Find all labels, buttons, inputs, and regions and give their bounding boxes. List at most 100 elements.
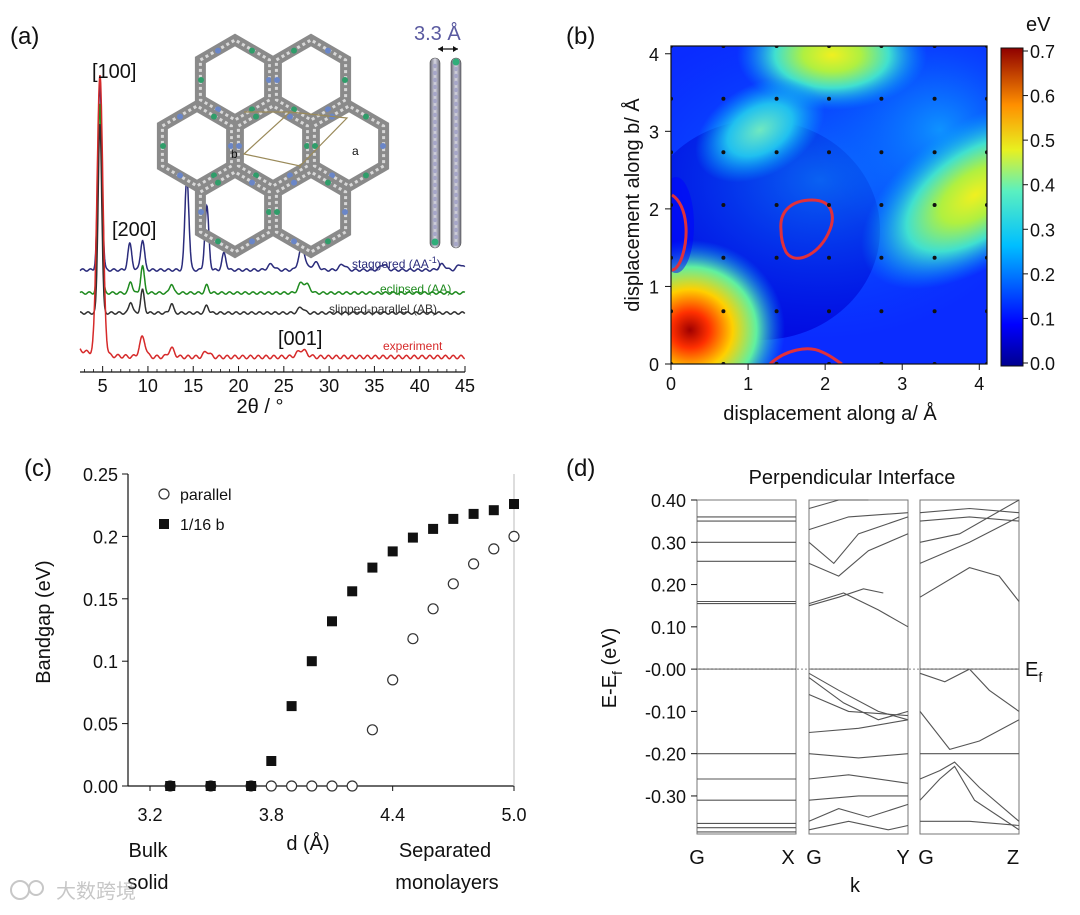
panel-a-ticks: 5 10 15 20 25 30 35 40 45 bbox=[84, 366, 475, 396]
colorbar-tick-label: 0.6 bbox=[1030, 87, 1055, 107]
panel-a-xtick-label: 40 bbox=[410, 376, 430, 396]
cof-atom bbox=[304, 143, 310, 149]
cof-atom bbox=[198, 209, 204, 215]
k-label-y: Y bbox=[896, 847, 909, 869]
spacing-arrow-icon bbox=[438, 46, 458, 52]
panel-b-ticks: 0 1 2 3 4 0 1 2 3 4 bbox=[649, 45, 984, 394]
panel-c-ytick-label: 0.00 bbox=[83, 777, 118, 797]
rod-atom bbox=[432, 77, 438, 83]
rod-atom bbox=[453, 136, 459, 142]
point-1-16b bbox=[266, 756, 277, 766]
colorbar-tick-label: 0.4 bbox=[1030, 176, 1055, 196]
panel-d-band-lines bbox=[697, 499, 1020, 833]
cof-ring bbox=[270, 165, 352, 259]
rod-atom bbox=[453, 150, 459, 156]
grid-point bbox=[827, 203, 831, 207]
rod-atom bbox=[432, 105, 438, 111]
cof-ring-lattice bbox=[156, 33, 390, 259]
panel-c-ytick-label: 0.1 bbox=[93, 652, 118, 672]
cof-atom bbox=[287, 113, 293, 120]
panel-a-xtick-label: 15 bbox=[183, 376, 203, 396]
cof-atom bbox=[215, 47, 221, 54]
cof-structure-image: b a bbox=[156, 33, 390, 259]
point-1-16b bbox=[347, 586, 358, 597]
point-parallel bbox=[468, 558, 480, 570]
watermark-logo-icon bbox=[10, 880, 44, 900]
panel-b-ytick-label: 0 bbox=[649, 355, 659, 375]
grid-point bbox=[721, 150, 726, 155]
panel-d-title: Perpendicular Interface bbox=[749, 467, 956, 489]
point-parallel bbox=[488, 543, 500, 555]
band-line bbox=[808, 677, 909, 721]
panel-b-ylabel: displacement along b/ Å bbox=[621, 98, 644, 312]
rod-atom bbox=[453, 66, 459, 72]
rod-atom bbox=[453, 220, 459, 226]
cof-atom bbox=[160, 143, 166, 149]
band-line bbox=[808, 795, 908, 801]
band-line bbox=[808, 516, 909, 565]
band-line bbox=[919, 499, 1020, 543]
layer-rod-atoms bbox=[431, 58, 460, 247]
band-line bbox=[808, 588, 884, 607]
minimum-contour-center bbox=[779, 198, 834, 260]
k-label-g2: G bbox=[806, 847, 822, 869]
grid-point bbox=[721, 96, 726, 101]
cof-atom bbox=[177, 113, 183, 120]
panel-a-xtick-label: 35 bbox=[364, 376, 384, 396]
point-1-16b bbox=[286, 701, 297, 712]
grid-point bbox=[774, 150, 779, 155]
cof-ring-highlight bbox=[198, 170, 272, 254]
point-1-16b bbox=[205, 781, 216, 791]
heatmap-high-region-right bbox=[861, 100, 987, 290]
point-1-16b bbox=[448, 513, 459, 524]
cof-atom bbox=[291, 238, 297, 245]
colorbar-unit: eV bbox=[1026, 14, 1051, 36]
panel-a-xtick-label: 5 bbox=[98, 376, 108, 396]
rod-atom bbox=[453, 157, 459, 163]
cof-atom bbox=[215, 179, 221, 186]
grid-point bbox=[774, 255, 779, 260]
watermark: 大数跨境 bbox=[10, 880, 136, 903]
colorbar-tick-label: 0.7 bbox=[1030, 42, 1055, 62]
rod-atom bbox=[453, 129, 459, 135]
point-parallel bbox=[407, 633, 419, 645]
cof-atom bbox=[291, 179, 297, 186]
legend-staggered: staggered (AA-1) bbox=[352, 255, 441, 271]
cof-atom bbox=[325, 106, 331, 113]
grid-point bbox=[879, 255, 884, 260]
cof-ring-highlight bbox=[160, 104, 234, 188]
point-1-16b bbox=[468, 508, 479, 519]
point-1-16b bbox=[327, 616, 337, 627]
band-line bbox=[919, 765, 1020, 831]
cof-atom bbox=[291, 106, 297, 113]
point-1-16b bbox=[509, 499, 519, 509]
point-1-16b bbox=[428, 523, 439, 534]
rod-atom bbox=[432, 231, 438, 237]
legend-marker-1-16b bbox=[159, 519, 169, 529]
legend-parallel: parallel bbox=[180, 487, 232, 504]
cof-atom bbox=[266, 77, 272, 83]
rod-atom bbox=[432, 133, 438, 139]
rod-atom bbox=[432, 91, 438, 97]
cof-atom bbox=[274, 77, 280, 83]
rod-atom bbox=[453, 94, 459, 100]
panel-c-ylabel: Bandgap (eV) bbox=[33, 560, 55, 683]
cof-atom bbox=[380, 143, 386, 149]
point-1-16b bbox=[488, 505, 499, 516]
panel-d-ytick-label: -0.10 bbox=[645, 702, 686, 722]
point-1-16b bbox=[306, 656, 317, 667]
panel-d-ylabel: E-Ef (eV) bbox=[599, 628, 625, 709]
grid-point bbox=[932, 96, 937, 101]
band-line bbox=[808, 803, 909, 822]
band-line bbox=[808, 820, 909, 831]
rod-atom bbox=[453, 227, 459, 233]
point-1-16b bbox=[246, 781, 257, 791]
cof-atom bbox=[274, 209, 280, 215]
panel-c-xtick-label: 3.2 bbox=[137, 805, 162, 825]
point-parallel bbox=[427, 603, 439, 615]
panel-c-ytick-label: 0.15 bbox=[83, 590, 118, 610]
rod-atom bbox=[432, 112, 438, 118]
band-line bbox=[919, 711, 1020, 751]
panel-c-ytick-label: 0.25 bbox=[83, 465, 118, 485]
